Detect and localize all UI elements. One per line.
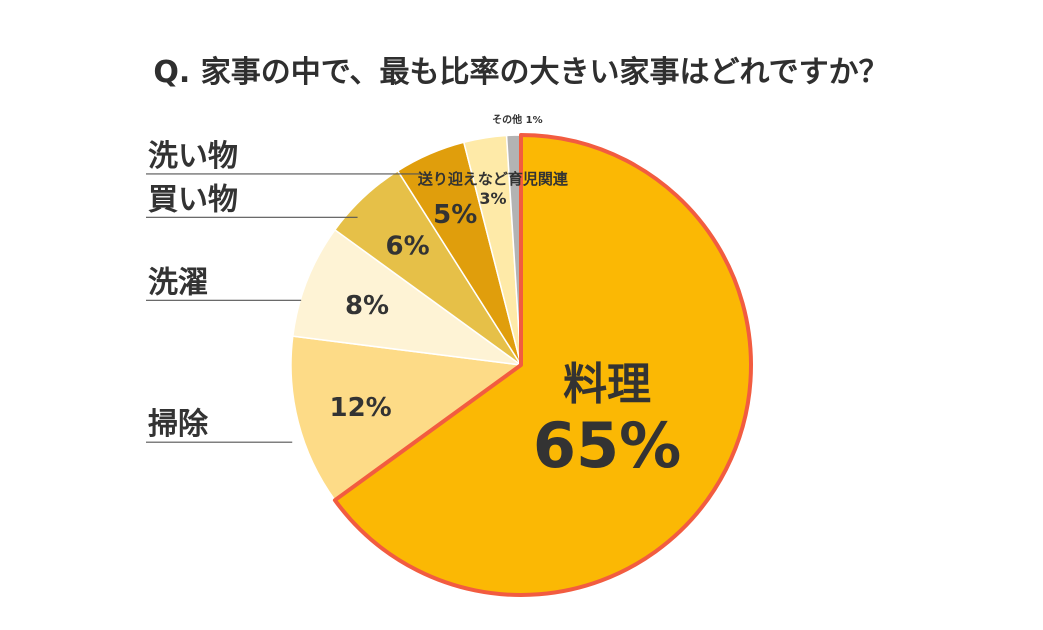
slice-5-name-label: 洗い物 [148,139,238,174]
slice-1-value-label: 65% [533,409,681,482]
slice-5-value-label: 5% [433,200,477,230]
slice-2-name-label: 掃除 [148,407,209,442]
pie-slices [290,133,753,597]
slice-3-value-label: 8% [345,291,389,321]
slice-4-name-label: 買い物 [148,182,238,217]
slice-6-value-label: 3% [479,189,506,208]
slice-4-value-label: 6% [386,231,430,261]
slice-2-value-label: 12% [329,393,391,423]
slice-3-name-label: 洗濯 [148,265,208,300]
slice-3 [292,229,522,366]
slice-1-name-label: 料理 [563,359,651,410]
slice-2 [290,335,522,501]
slice-6-name-label: 送り迎えなど育児関連 [417,170,569,188]
slice-7-label: その他 1% [492,113,542,126]
chart-title: Q. 家事の中で、最も比率の大きい家事はどれですか？ [153,55,888,90]
slice-1 [332,133,753,597]
